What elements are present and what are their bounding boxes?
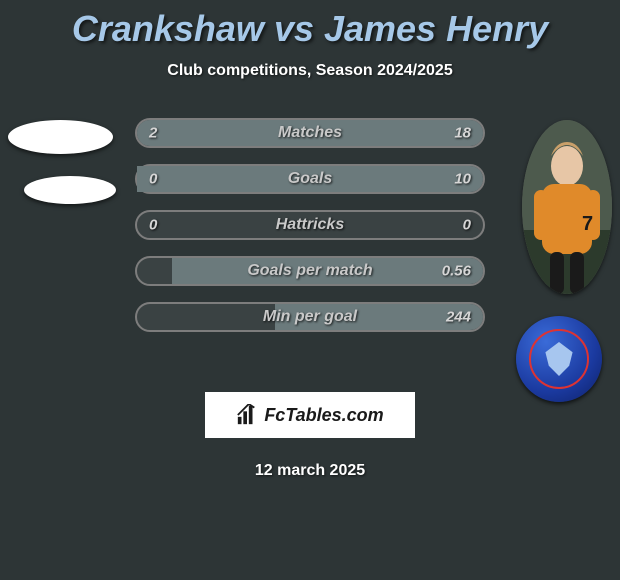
stat-label: Min per goal	[263, 308, 357, 326]
stat-row: Goals per match 0.56	[135, 256, 485, 286]
crest-ring	[529, 329, 589, 389]
club-right-crest	[516, 316, 602, 402]
stat-row: Goals 0 10	[135, 164, 485, 194]
stat-value-right: 10	[454, 171, 471, 188]
stat-label: Goals	[288, 170, 332, 188]
stat-row: Hattricks 0 0	[135, 210, 485, 240]
bar-chart-icon	[236, 404, 258, 426]
stat-label: Matches	[278, 124, 342, 142]
stat-value-left: 2	[149, 125, 157, 142]
stat-value-right: 244	[446, 309, 471, 326]
page-title: Crankshaw vs James Henry	[10, 0, 610, 50]
stat-value-right: 18	[454, 125, 471, 142]
stat-value-right: 0.56	[442, 263, 471, 280]
svg-text:7: 7	[582, 213, 593, 235]
watermark-banner: FcTables.com	[205, 392, 415, 438]
stat-row: Min per goal 244	[135, 302, 485, 332]
stat-value-left: 0	[149, 171, 157, 188]
club-left-crest	[24, 176, 116, 204]
stat-label: Hattricks	[276, 216, 344, 234]
crest-phoenix-icon	[542, 342, 576, 376]
stat-label: Goals per match	[247, 262, 372, 280]
stat-value-right: 0	[463, 217, 471, 234]
page-subtitle: Club competitions, Season 2024/2025	[10, 62, 610, 80]
watermark-text: FcTables.com	[264, 405, 383, 426]
player-right-avatar: 7	[522, 120, 612, 294]
stat-row: Matches 2 18	[135, 118, 485, 148]
footer-date: 12 march 2025	[10, 462, 610, 480]
stats-table: Matches 2 18 Goals 0 10 Hattricks 0 0 Goals per m…	[10, 118, 610, 332]
stat-value-left: 0	[149, 217, 157, 234]
player-left-avatar	[8, 120, 113, 154]
